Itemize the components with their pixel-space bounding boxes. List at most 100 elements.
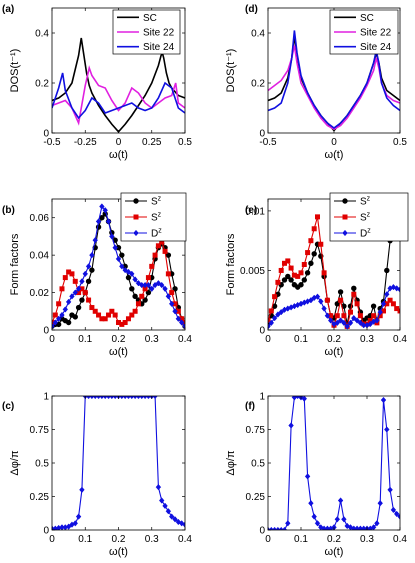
series-line-sc	[52, 37, 185, 133]
data-point	[119, 252, 125, 258]
legend-entry-name: S	[151, 197, 158, 208]
y-tick-label: 1	[259, 392, 265, 403]
data-point	[285, 520, 291, 527]
data-point	[152, 252, 158, 258]
data-point	[119, 263, 125, 270]
data-point	[278, 267, 284, 273]
data-point	[380, 300, 387, 307]
data-point	[268, 323, 271, 330]
legend-entry: Sz	[151, 196, 162, 208]
legend-marker	[133, 229, 139, 237]
x-tick-label: 0	[331, 137, 337, 148]
data-point	[129, 270, 135, 278]
x-tick-label: 0.2	[112, 334, 126, 345]
data-point	[125, 316, 131, 322]
data-point	[308, 260, 314, 267]
data-point	[337, 317, 344, 324]
data-point	[72, 289, 79, 296]
data-point	[305, 250, 311, 256]
data-point	[354, 317, 360, 324]
y-axis-label: Form factors	[9, 233, 21, 295]
data-point	[387, 486, 393, 493]
data-point	[311, 251, 317, 257]
data-point	[397, 513, 400, 520]
data-point	[304, 473, 311, 480]
y-tick-label: 0	[259, 326, 265, 337]
data-point	[69, 293, 75, 300]
data-point	[347, 319, 354, 327]
data-point	[321, 270, 327, 276]
data-point	[308, 297, 314, 304]
x-tick-label: 0.2	[327, 334, 341, 345]
data-point	[79, 278, 85, 285]
data-point	[102, 207, 108, 214]
data-point	[348, 309, 353, 315]
data-point	[318, 298, 324, 305]
data-point	[341, 516, 347, 523]
y-tick-label: 0	[259, 129, 265, 140]
x-tick-label: 0	[49, 334, 55, 345]
y-tick-label: 0.5	[251, 459, 265, 470]
data-point	[337, 289, 344, 295]
x-tick-label: 0.2	[327, 534, 341, 545]
data-point	[275, 311, 281, 318]
data-point	[311, 513, 317, 520]
data-point	[354, 301, 360, 307]
x-tick-label: 0.5	[393, 137, 407, 148]
data-point	[132, 276, 138, 283]
x-tick-label: 0.5	[178, 137, 192, 148]
y-tick-label: 0.06	[30, 213, 50, 224]
x-axis-label: ω(t)	[109, 149, 128, 161]
data-point	[390, 301, 396, 307]
data-point	[89, 305, 95, 311]
data-point	[145, 289, 152, 296]
data-point	[79, 486, 85, 493]
data-point	[285, 273, 291, 280]
data-point	[390, 506, 397, 514]
data-point	[112, 244, 118, 251]
y-tick-label: 0.25	[30, 492, 50, 503]
data-point	[278, 308, 284, 316]
y-tick-label: 0.4	[251, 29, 265, 40]
y-tick-label: 0.2	[35, 79, 49, 90]
series-line-s	[52, 240, 185, 326]
x-tick-label: 0.1	[294, 534, 308, 545]
data-point	[357, 313, 363, 319]
y-tick-label: 0.04	[30, 251, 50, 262]
data-point	[165, 508, 172, 515]
data-point	[315, 214, 320, 220]
data-point	[125, 274, 132, 281]
data-point	[162, 502, 168, 510]
data-point	[308, 500, 314, 507]
x-tick-label: 0.3	[145, 334, 159, 345]
legend-entry-superscript: z	[158, 228, 162, 235]
legend-entry: Sz	[360, 196, 371, 208]
legend-entry: Site 24	[360, 42, 392, 53]
y-axis-label: Δφ/π	[225, 450, 237, 476]
data-point	[281, 277, 288, 283]
panel-label: (b)	[2, 205, 15, 216]
data-point	[85, 278, 92, 285]
data-point	[69, 271, 75, 277]
data-point	[59, 286, 65, 292]
data-point	[149, 285, 155, 293]
data-point	[152, 396, 158, 400]
x-tick-label: 0.4	[393, 534, 407, 545]
data-point	[172, 308, 178, 315]
data-point	[158, 497, 165, 504]
axes-box	[51, 395, 186, 531]
legend-entry: Sz	[360, 212, 371, 224]
y-tick-label: 0	[259, 526, 265, 537]
data-point	[338, 297, 344, 303]
y-tick-label: 0.75	[246, 425, 266, 436]
data-point	[357, 319, 364, 327]
x-tick-label: 0.1	[294, 334, 308, 345]
data-point	[393, 510, 400, 518]
data-point	[367, 320, 374, 328]
data-point	[175, 315, 182, 322]
data-point	[168, 513, 175, 520]
data-point	[62, 275, 68, 281]
data-point	[311, 226, 317, 232]
data-point	[62, 306, 69, 313]
